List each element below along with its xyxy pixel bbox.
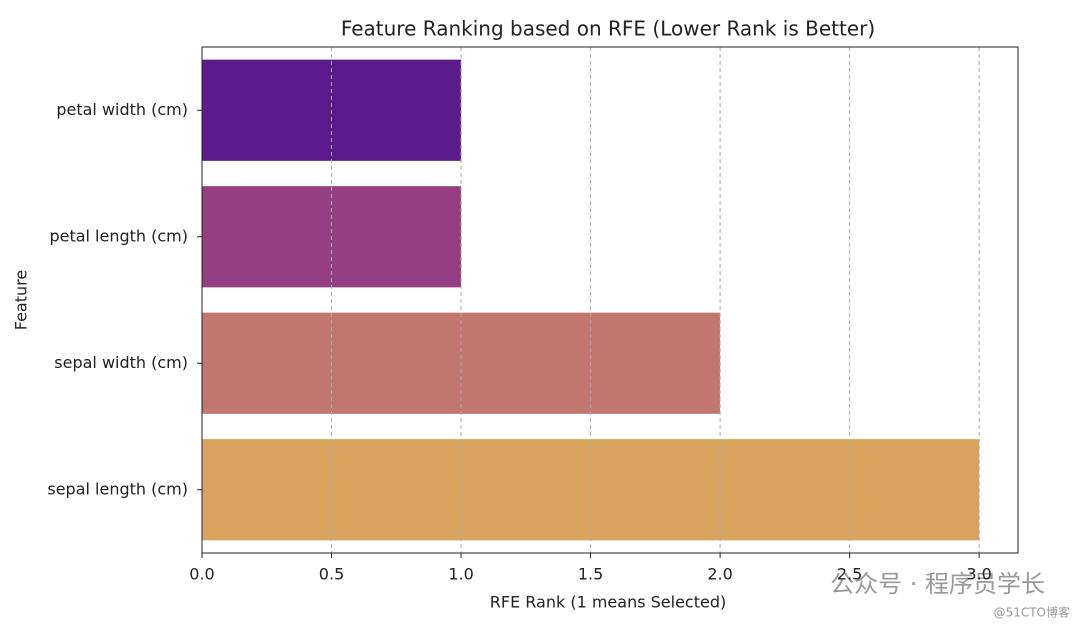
x-tick-label: 1.5 — [578, 565, 603, 584]
x-tick-label: 2.5 — [837, 565, 862, 584]
y-tick-label: petal length (cm) — [49, 226, 188, 245]
x-tick-label: 0.0 — [189, 565, 214, 584]
watermark: 公众号 · 程序员学长 — [830, 570, 1045, 598]
y-tick-label: petal width (cm) — [56, 100, 188, 119]
watermark-small: @51CTO博客 — [994, 605, 1070, 620]
chart-title: Feature Ranking based on RFE (Lower Rank… — [341, 17, 875, 41]
x-tick-label: 1.0 — [448, 565, 473, 584]
y-tick-label: sepal length (cm) — [47, 479, 188, 498]
x-tick-label: 0.5 — [319, 565, 344, 584]
x-axis-label: RFE Rank (1 means Selected) — [490, 593, 726, 612]
plot-frame — [201, 46, 1019, 554]
x-tick-label: 2.0 — [707, 565, 732, 584]
x-tick-label: 3.0 — [966, 565, 991, 584]
y-axis-label: Feature — [12, 270, 31, 330]
y-tick-label: sepal width (cm) — [54, 353, 188, 372]
